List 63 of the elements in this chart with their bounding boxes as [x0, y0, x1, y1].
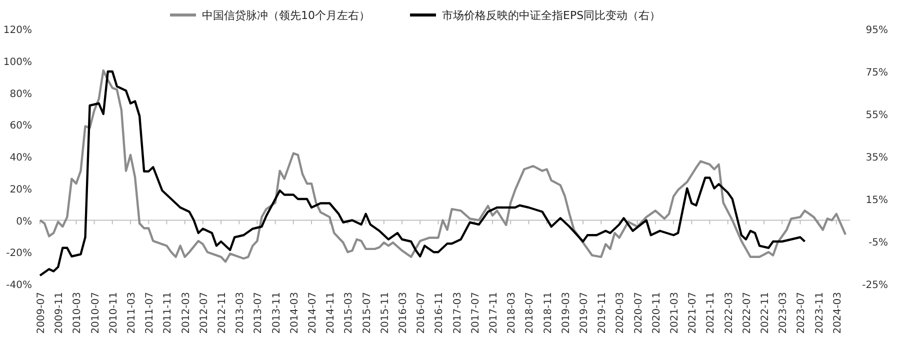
y-tick-label: 80%: [10, 88, 32, 100]
x-tick-label: 2018-07: [524, 292, 536, 334]
x-tick-label: 2020-07: [633, 292, 644, 334]
y2-tick-label: 75%: [866, 68, 888, 78]
y2-tick-label: 35%: [866, 152, 888, 164]
x-tick-label: 2022-11: [760, 292, 772, 334]
x-tick-label: 2014-07: [308, 292, 319, 334]
x-tick-label: 2022-07: [742, 292, 753, 334]
legend-label: 中国信贷脉冲（领先10个月左右）: [202, 9, 370, 22]
x-tick-label: 2015-07: [362, 292, 373, 334]
y-tick-label: 0%: [16, 216, 32, 228]
x-tick-label: 2021-03: [670, 292, 681, 334]
y-tick-label: 60%: [10, 120, 32, 132]
x-tick-label: 2009-07: [36, 292, 47, 334]
y-tick-label: 20%: [10, 184, 32, 196]
x-tick-label: 2011-03: [126, 292, 138, 334]
x-tick-label: 2019-11: [597, 292, 608, 334]
y-tick-label: 100%: [3, 56, 32, 68]
x-tick-label: 2013-03: [235, 292, 246, 334]
x-tick-label: 2009-11: [54, 292, 66, 334]
x-tick-label: 2017-11: [488, 292, 500, 334]
x-tick-label: 2016-11: [434, 292, 446, 334]
y-tick-label: 40%: [10, 152, 32, 164]
x-tick-label: 2015-03: [344, 292, 355, 334]
x-tick-label: 2014-03: [289, 292, 300, 334]
x-tick-label: 2012-07: [198, 292, 210, 334]
x-tick-label: 2022-03: [724, 292, 735, 334]
x-tick-label: 2023-11: [814, 292, 826, 334]
x-tick-label: 2019-07: [579, 292, 590, 334]
x-tick-label: 2010-07: [90, 292, 102, 334]
x-tick-label: 2011-07: [144, 292, 156, 334]
x-tick-label: 2023-07: [796, 292, 808, 334]
y2-tick-label: -25%: [862, 280, 888, 291]
x-tick-label: 2017-07: [470, 292, 482, 334]
x-tick-label: 2019-03: [560, 292, 572, 334]
x-tick-label: 2013-11: [271, 292, 282, 334]
x-tick-label: 2015-11: [380, 292, 391, 334]
x-tick-label: 2010-11: [108, 292, 120, 334]
legend-label: 市场价格反映的中证全指EPS同比变动（右）: [442, 9, 661, 22]
x-tick-label: 2016-07: [416, 292, 428, 334]
y2-tick-label: 15%: [866, 195, 888, 206]
x-tick-label: 2014-11: [326, 292, 337, 334]
x-tick-label: 2021-11: [706, 292, 717, 334]
y2-tick-label: 55%: [866, 110, 888, 121]
x-tick-label: 2013-07: [253, 292, 264, 334]
y2-tick-label: -5%: [868, 238, 888, 248]
x-tick-label: 2023-03: [778, 292, 790, 334]
x-tick-label: 2016-03: [398, 292, 410, 334]
x-tick-label: 2018-11: [542, 292, 554, 334]
x-tick-label: 2021-07: [688, 292, 699, 334]
x-tick-label: 2017-03: [452, 292, 464, 334]
x-tick-label: 2018-03: [506, 292, 518, 334]
y-tick-label: -20%: [6, 248, 32, 260]
x-tick-label: 2020-03: [615, 292, 626, 334]
x-tick-label: 2010-03: [72, 292, 84, 334]
x-tick-label: 2020-11: [651, 292, 662, 334]
y-tick-label: 120%: [3, 25, 32, 36]
x-tick-label: 2024-03: [832, 292, 844, 334]
y-tick-label: -40%: [6, 280, 32, 291]
x-tick-label: 2012-11: [217, 292, 228, 334]
x-tick-label: 2011-11: [162, 292, 174, 334]
y2-tick-label: 95%: [866, 25, 888, 36]
x-tick-label: 2012-03: [180, 292, 192, 334]
